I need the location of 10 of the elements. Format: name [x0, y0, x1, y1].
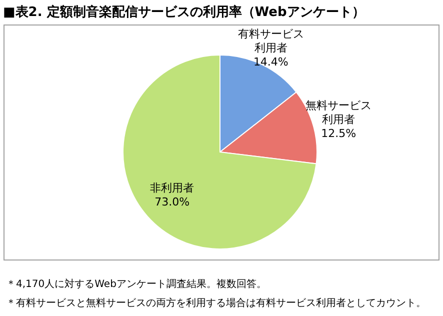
- slice-label: 無料サービス利用者: [306, 98, 372, 126]
- data-label: 12.5%: [321, 126, 356, 140]
- data-label: 14.4%: [253, 55, 288, 68]
- chart-title: ■表2. 定額制音楽配信サービスの利用率（Webアンケート）: [3, 4, 365, 20]
- slice-label: 有料サービス利用者: [238, 27, 304, 54]
- slice-label: 非利用者: [150, 181, 194, 194]
- text: ＊4,170人に対するWebアンケート調査結果。複数回答。: [6, 278, 266, 290]
- pie-slice: [122, 54, 317, 250]
- text: ＊有料サービスと無料サービスの両方を利用する場合は有料サービス利用者としてカウント。: [6, 297, 426, 309]
- data-label: 73.0%: [154, 195, 190, 208]
